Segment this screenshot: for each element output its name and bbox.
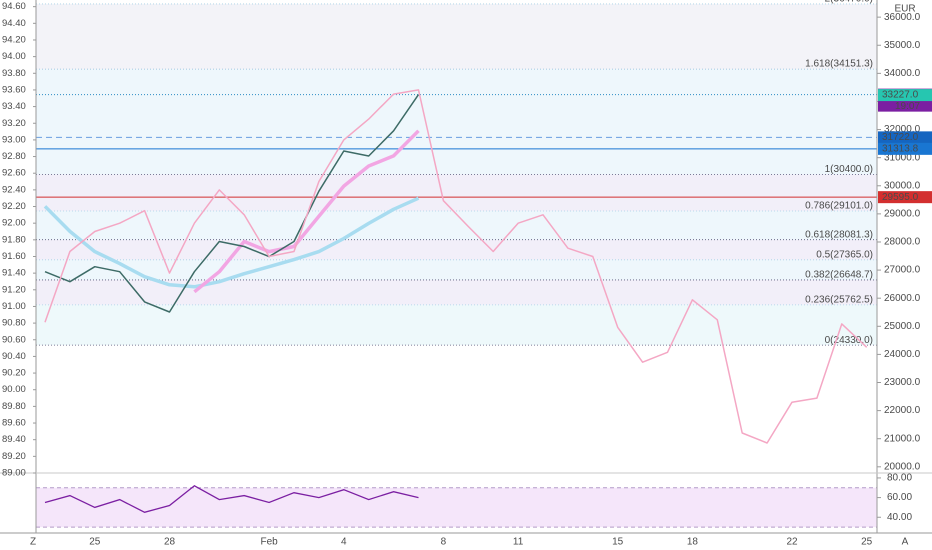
y2-tick-label: 93.20 [2, 118, 26, 129]
y2-tick-label: 92.00 [2, 218, 26, 229]
y-tick-label: 35000.0 [884, 40, 921, 51]
fib-label: 0.236(25762.5) [805, 295, 873, 306]
y2-tick-label: 93.40 [2, 101, 26, 112]
y2-tick-label: 89.80 [2, 401, 26, 412]
x-tick-label: 25 [861, 537, 873, 548]
y-tick-label: 21000.0 [884, 433, 921, 444]
fib-label: 0.5(27365.0) [816, 249, 873, 260]
y2-tick-label: 93.80 [2, 68, 26, 79]
y-tick-label: 24000.0 [884, 349, 921, 360]
y2-tick-label: 91.60 [2, 251, 26, 262]
price-label: 31313.8 [882, 143, 919, 154]
price-label-bg [878, 142, 932, 155]
rsi-band [36, 487, 877, 528]
series-line [43, 196, 420, 289]
fib-label: 0.382(26648.7) [805, 270, 873, 281]
y-tick-label: 29000.0 [884, 209, 921, 220]
scale-button[interactable]: A [902, 537, 909, 548]
y2-tick-label: 90.40 [2, 351, 26, 362]
y2-tick-label: 90.80 [2, 318, 26, 329]
rsi-tick-label: 60.00 [887, 492, 912, 503]
series-line [44, 89, 868, 444]
price-label: 31722.0 [882, 132, 919, 143]
y2-tick-label: 89.40 [2, 434, 26, 445]
fib-label: 0.618(28081.3) [805, 229, 873, 240]
x-tick-label: 25 [89, 537, 101, 548]
y2-tick-label: 91.80 [2, 234, 26, 245]
y-tick-label: 22000.0 [884, 405, 921, 416]
price-label-bg [878, 131, 932, 144]
y2-tick-label: 94.40 [2, 18, 26, 29]
fib-band [36, 3, 877, 70]
fib-band [36, 69, 877, 175]
y-tick-label: 20000.0 [884, 461, 921, 472]
y2-tick-label: 90.20 [2, 368, 26, 379]
x-tick-label: 8 [441, 537, 447, 548]
y2-tick-label: 92.20 [2, 201, 26, 212]
fib-label: 2(36470.0) [825, 0, 873, 5]
y2-tick-label: 91.20 [2, 284, 26, 295]
y2-tick-label: 92.60 [2, 168, 26, 179]
fib-band [36, 304, 877, 346]
plot [36, 89, 877, 528]
y2-tick-label: 94.20 [2, 34, 26, 45]
scale-button[interactable]: Z [30, 537, 36, 548]
y-tick-label: 26000.0 [884, 293, 921, 304]
fib-label: 0(24330.0) [825, 335, 873, 346]
y2-tick-label: 93.60 [2, 84, 26, 95]
price-label-bg [878, 191, 932, 204]
x-tick-label: 18 [687, 537, 699, 548]
y2-tick-label: 92.80 [2, 151, 26, 162]
rsi-line [44, 485, 419, 513]
price-label-bg [878, 89, 932, 102]
y2-tick-label: 94.60 [2, 1, 26, 12]
fib-band [36, 174, 877, 212]
y-tick-label: 31000.0 [884, 152, 921, 163]
y2-tick-label: 92.40 [2, 184, 26, 195]
series-line [193, 129, 420, 294]
y-tick-label: 36000.0 [884, 12, 921, 23]
fib-band [36, 259, 877, 280]
fib-label: 0.786(29101.0) [805, 201, 873, 212]
y2-tick-label: 90.00 [2, 384, 26, 395]
y2-tick-label: 91.00 [2, 301, 26, 312]
fib-label: 1.618(34151.3) [805, 59, 873, 70]
x-tick-label: 22 [786, 537, 798, 548]
y-tick-label: 34000.0 [884, 68, 921, 79]
fib-bands: 2(36470.0) 1.618(34151.3) 1(30400.0) 0.786(… [36, 0, 877, 346]
y2-tick-label: 90.60 [2, 334, 26, 345]
rsi-tick-label: 40.00 [887, 512, 912, 523]
x-tick-label: 11 [513, 537, 524, 548]
countdown: 19:07 [895, 101, 920, 112]
rsi-tick-label: 80.00 [887, 473, 912, 484]
fib-band [36, 239, 877, 260]
y2-tick-label: 91.40 [2, 268, 26, 279]
y-tick-label: 23000.0 [884, 377, 921, 388]
y2-tick-label: 89.00 [2, 468, 26, 479]
y-tick-label: 30000.0 [884, 180, 921, 191]
series-line [44, 94, 420, 313]
x-tick-label: 4 [341, 537, 347, 548]
y2-tick-label: 94.00 [2, 51, 26, 62]
price-label: 29595.0 [882, 192, 919, 203]
y2-tick-label: 89.20 [2, 451, 26, 462]
countdown-bg [878, 100, 932, 112]
y-tick-label: 27000.0 [884, 265, 921, 276]
currency-label: EUR [894, 4, 915, 15]
price-label: 33227.0 [882, 90, 919, 101]
y-tick-label: 32000.0 [884, 124, 921, 135]
x-tick-label: Feb [260, 537, 278, 548]
fib-label: 1(30400.0) [825, 164, 873, 175]
y2-tick-label: 89.60 [2, 418, 26, 429]
y-tick-label: 28000.0 [884, 237, 921, 248]
x-tick-label: 28 [164, 537, 176, 548]
fib-band [36, 211, 877, 240]
x-tick-label: 15 [612, 537, 624, 548]
y-tick-label: 25000.0 [884, 321, 921, 332]
y2-tick-label: 93.00 [2, 134, 26, 145]
